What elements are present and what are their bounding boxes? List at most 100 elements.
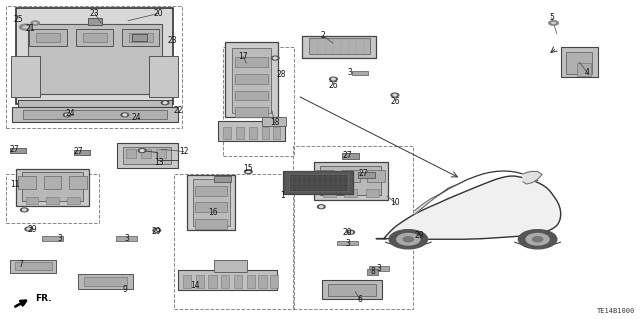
Text: FR.: FR. (35, 294, 52, 303)
Circle shape (330, 77, 337, 81)
Bar (342, 153, 359, 159)
Bar (132, 34, 147, 41)
Bar (235, 57, 268, 67)
Bar (344, 189, 357, 197)
Circle shape (25, 227, 33, 231)
Bar (18, 176, 36, 189)
Text: 27: 27 (10, 145, 20, 154)
Bar (235, 74, 268, 84)
Bar (249, 127, 257, 139)
Bar (337, 241, 358, 246)
Bar (36, 33, 60, 42)
Text: 18: 18 (270, 118, 279, 127)
Bar (42, 236, 63, 241)
Bar (303, 36, 376, 58)
Circle shape (22, 209, 26, 211)
Text: 13: 13 (154, 158, 164, 167)
Circle shape (389, 230, 428, 249)
Circle shape (155, 229, 159, 231)
Bar (283, 171, 353, 194)
Circle shape (391, 93, 399, 97)
Text: 2: 2 (321, 31, 326, 40)
Text: 17: 17 (238, 52, 248, 61)
Bar (366, 189, 379, 197)
Text: 26: 26 (390, 97, 400, 106)
Circle shape (332, 78, 335, 80)
Bar (247, 275, 255, 288)
Bar (367, 170, 385, 182)
Text: 24: 24 (131, 113, 141, 122)
Bar (196, 275, 204, 288)
Text: 6: 6 (358, 295, 363, 304)
Text: 21: 21 (26, 24, 35, 33)
Polygon shape (376, 176, 561, 239)
Circle shape (19, 24, 32, 30)
Bar (6, 174, 99, 223)
Circle shape (123, 114, 127, 116)
Circle shape (548, 20, 559, 26)
Text: 29: 29 (27, 225, 37, 234)
Bar (129, 33, 153, 42)
Circle shape (63, 113, 71, 117)
Bar (29, 29, 67, 46)
Text: 28: 28 (277, 70, 286, 78)
Bar (321, 166, 381, 195)
Bar (16, 8, 173, 104)
Bar (195, 202, 227, 212)
Text: 3: 3 (376, 264, 381, 273)
Bar (225, 42, 278, 116)
Text: 29: 29 (342, 228, 353, 237)
Bar (367, 269, 378, 275)
Bar (79, 274, 133, 289)
Circle shape (163, 102, 167, 104)
Text: 24: 24 (65, 109, 76, 118)
Bar (223, 47, 294, 156)
Bar (273, 127, 280, 139)
Bar (218, 121, 285, 141)
Bar (309, 38, 370, 54)
Bar (10, 260, 56, 273)
Bar (195, 219, 227, 229)
Circle shape (140, 150, 144, 152)
Circle shape (403, 237, 413, 242)
Bar (67, 197, 80, 204)
Circle shape (27, 228, 31, 230)
Bar (26, 197, 38, 204)
Text: 15: 15 (243, 164, 253, 173)
Bar (342, 170, 360, 182)
Bar (236, 127, 244, 139)
Text: 8: 8 (370, 267, 375, 276)
Bar (235, 107, 268, 117)
Bar (262, 117, 286, 126)
Bar (122, 29, 159, 46)
Bar (221, 275, 230, 288)
Text: 23: 23 (90, 9, 100, 18)
Bar (28, 24, 162, 94)
Text: 14: 14 (190, 281, 200, 290)
Circle shape (397, 234, 420, 245)
Circle shape (138, 149, 146, 152)
Bar (235, 91, 268, 100)
Circle shape (526, 234, 549, 245)
Circle shape (415, 234, 423, 237)
Circle shape (317, 205, 325, 209)
Circle shape (121, 113, 129, 117)
Bar (84, 277, 127, 286)
Circle shape (273, 57, 277, 59)
Bar (12, 56, 40, 97)
Text: 12: 12 (179, 147, 188, 156)
Bar (561, 47, 598, 77)
Bar (46, 197, 59, 204)
Bar (262, 127, 269, 139)
Text: 10: 10 (390, 198, 400, 207)
Circle shape (417, 234, 421, 236)
Bar (123, 147, 172, 165)
Bar (195, 186, 227, 196)
Bar (69, 176, 87, 189)
Bar (316, 170, 334, 182)
Bar (214, 260, 247, 272)
Bar (289, 174, 348, 191)
Text: 3: 3 (345, 239, 350, 248)
Text: 20: 20 (154, 9, 164, 18)
Text: 23: 23 (168, 36, 178, 45)
